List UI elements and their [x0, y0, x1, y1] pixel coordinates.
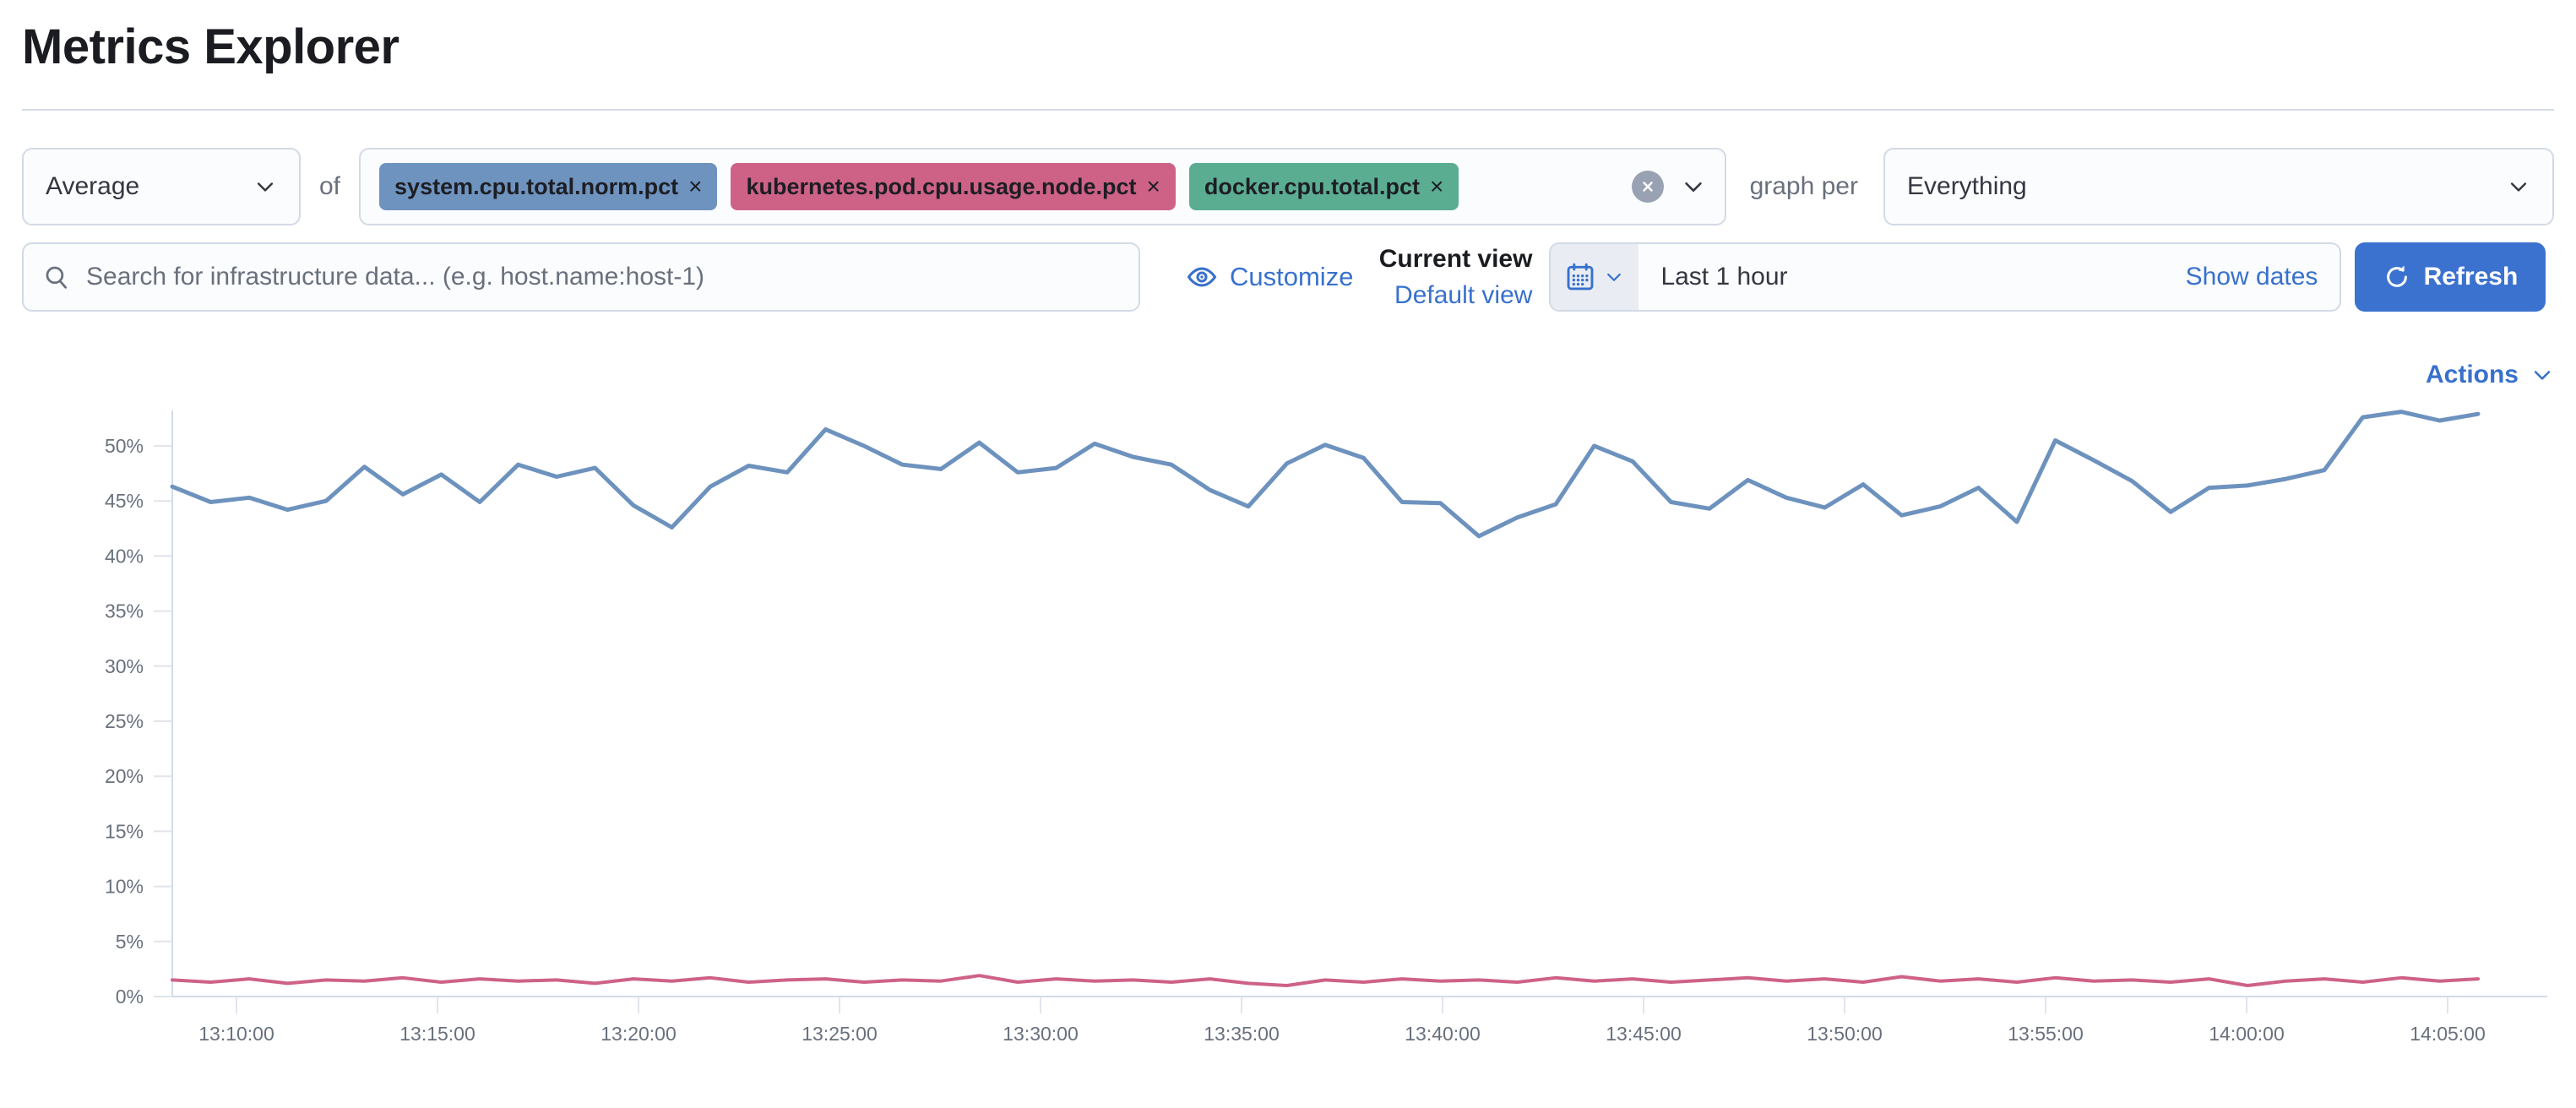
customize-button[interactable]: Customize [1186, 261, 1353, 293]
metrics-toolbar: Average of system.cpu.total.norm.pct × k… [22, 148, 2554, 225]
chevron-down-icon[interactable] [1681, 174, 1706, 199]
time-range-value[interactable]: Last 1 hour [1660, 263, 1788, 291]
svg-text:13:35:00: 13:35:00 [1204, 1023, 1280, 1045]
close-icon [1642, 182, 1653, 192]
actions-label: Actions [2425, 361, 2519, 388]
of-label: of [319, 172, 341, 200]
svg-text:40%: 40% [105, 545, 144, 567]
aggregation-select[interactable]: Average [22, 148, 301, 225]
svg-text:35%: 35% [105, 600, 144, 622]
chevron-down-icon [257, 182, 274, 192]
svg-text:13:10:00: 13:10:00 [198, 1023, 274, 1045]
remove-metric-icon[interactable]: × [1146, 173, 1160, 199]
search-toolbar: Search for infrastructure data... (e.g. … [22, 242, 2554, 312]
page-title: Metrics Explorer [22, 19, 399, 74]
metric-tag[interactable]: kubernetes.pod.cpu.usage.node.pct × [731, 163, 1176, 210]
chevron-down-icon [2534, 371, 2551, 380]
current-view-label: Current view [1378, 244, 1533, 273]
svg-text:5%: 5% [116, 931, 144, 953]
refresh-button[interactable]: Refresh [2355, 242, 2546, 312]
actions-row: Actions [22, 361, 2554, 389]
search-placeholder: Search for infrastructure data... (e.g. … [86, 263, 705, 291]
svg-text:13:30:00: 13:30:00 [1003, 1023, 1079, 1045]
svg-text:30%: 30% [105, 655, 144, 677]
svg-text:14:00:00: 14:00:00 [2209, 1023, 2285, 1045]
aggregation-value: Average [46, 172, 140, 200]
customize-label: Customize [1230, 262, 1354, 291]
search-icon [46, 266, 68, 289]
svg-text:14:05:00: 14:05:00 [2410, 1023, 2486, 1045]
svg-text:13:50:00: 13:50:00 [1807, 1023, 1883, 1045]
graph-per-label: graph per [1749, 172, 1858, 200]
metric-tag-label: docker.cpu.total.pct [1204, 173, 1420, 199]
svg-text:45%: 45% [105, 490, 144, 512]
svg-text:13:20:00: 13:20:00 [601, 1023, 677, 1045]
refresh-label: Refresh [2423, 263, 2519, 291]
group-by-value: Everything [1907, 172, 2027, 200]
remove-metric-icon[interactable]: × [1429, 173, 1444, 199]
group-by-select[interactable]: Everything [1883, 148, 2554, 225]
header-divider [22, 109, 2554, 111]
actions-menu-button[interactable]: Actions [2426, 361, 2554, 389]
chevron-down-icon [1607, 273, 1622, 281]
chevron-down-icon [2510, 182, 2527, 192]
svg-text:13:45:00: 13:45:00 [1606, 1023, 1682, 1045]
svg-text:20%: 20% [105, 765, 144, 787]
svg-text:13:25:00: 13:25:00 [802, 1023, 878, 1045]
metrics-combo-box[interactable]: system.cpu.total.norm.pct × kubernetes.p… [359, 148, 1726, 225]
view-switcher: Current view Default view [1372, 241, 1533, 314]
chart-area: 0% 5% 10% 15% 20% 25% 30% 35% 40% 45% 50% 13:10:00 1… [22, 398, 2554, 1046]
svg-text:15%: 15% [105, 820, 144, 842]
page-header: Metrics Explorer [22, 0, 2554, 111]
svg-text:25%: 25% [105, 710, 144, 732]
calendar-menu-button[interactable] [1551, 244, 1639, 310]
svg-text:10%: 10% [105, 876, 144, 898]
svg-text:0%: 0% [116, 986, 144, 1008]
metric-tag-label: kubernetes.pod.cpu.usage.node.pct [746, 173, 1137, 199]
metric-tag[interactable]: system.cpu.total.norm.pct × [379, 163, 718, 210]
calendar-icon [1568, 263, 1594, 291]
metric-tag[interactable]: docker.cpu.total.pct × [1188, 163, 1459, 210]
metrics-chart[interactable]: 0% 5% 10% 15% 20% 25% 30% 35% 40% 45% 50% 13:10:00 1… [22, 398, 2576, 1046]
svg-text:13:55:00: 13:55:00 [2008, 1023, 2084, 1045]
remove-metric-icon[interactable]: × [688, 173, 703, 199]
show-dates-button[interactable]: Show dates [2185, 263, 2318, 291]
time-range-picker: Last 1 hour Show dates [1549, 242, 2342, 312]
metric-tag-label: system.cpu.total.norm.pct [394, 173, 679, 199]
svg-text:13:40:00: 13:40:00 [1405, 1023, 1481, 1045]
clear-all-metrics-button[interactable] [1631, 171, 1664, 203]
svg-text:13:15:00: 13:15:00 [399, 1023, 476, 1045]
search-input[interactable]: Search for infrastructure data... (e.g. … [22, 242, 1140, 312]
default-view-link[interactable]: Default view [1394, 281, 1533, 309]
eye-icon [1187, 267, 1217, 287]
svg-text:50%: 50% [105, 435, 144, 457]
refresh-icon [2386, 265, 2407, 287]
